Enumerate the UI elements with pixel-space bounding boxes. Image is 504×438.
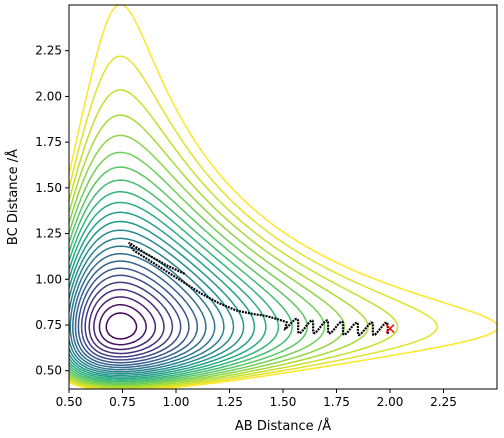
y-tick-label: 1.25	[35, 227, 62, 241]
end-marker	[385, 324, 395, 334]
contour-lines	[69, 5, 497, 389]
x-tick-label: 0.75	[109, 395, 136, 409]
x-tick-label: 1.25	[216, 395, 243, 409]
y-tick-label: 2.00	[35, 89, 62, 103]
x-axis-label: AB Distance /Å	[235, 418, 331, 434]
contour-line	[98, 304, 147, 346]
contour-line	[69, 211, 256, 378]
x-tick-label: 2.00	[377, 395, 404, 409]
y-tick-label: 1.75	[35, 135, 62, 149]
contour-line	[88, 288, 165, 355]
y-axis-ticks: 0.50 0.75 1.00 1.25 1.50 1.75 2.00 2.25	[35, 44, 69, 378]
y-tick-label: 0.75	[35, 318, 62, 332]
contour-line	[69, 134, 346, 387]
plot-frame	[68, 4, 498, 390]
contour-line	[69, 151, 326, 386]
contour-line	[69, 114, 369, 388]
x-tick-label: 0.50	[56, 395, 83, 409]
y-tick-label: 0.50	[35, 364, 62, 378]
contour-line	[69, 89, 399, 389]
trajectory-line	[127, 241, 389, 337]
y-tick-label: 1.00	[35, 272, 62, 286]
contour-line	[77, 267, 190, 364]
x-axis-ticks: 0.50 0.75 1.00 1.25 1.50 1.75 2.00 2.25	[56, 389, 457, 409]
x-tick-label: 2.25	[430, 395, 457, 409]
y-tick-label: 2.25	[35, 44, 62, 58]
y-tick-label: 1.50	[35, 181, 62, 195]
x-tick-label: 1.75	[323, 395, 350, 409]
contour-line	[69, 166, 309, 384]
contour-line	[74, 260, 199, 366]
contour-line	[93, 296, 157, 351]
contour-line	[105, 312, 138, 340]
contour-line	[69, 55, 438, 389]
contour-line	[80, 274, 182, 361]
contour-line	[72, 253, 207, 369]
x-tick-label: 1.00	[163, 395, 190, 409]
x-tick-label: 1.50	[270, 395, 297, 409]
y-axis-label: BC Distance /Å	[5, 149, 21, 245]
trajectory-path	[127, 241, 389, 337]
contour-line	[84, 281, 174, 358]
end-marker-stroke	[385, 324, 395, 334]
contour-line	[69, 179, 293, 383]
contour-line	[69, 191, 280, 381]
contour-line	[69, 5, 497, 389]
